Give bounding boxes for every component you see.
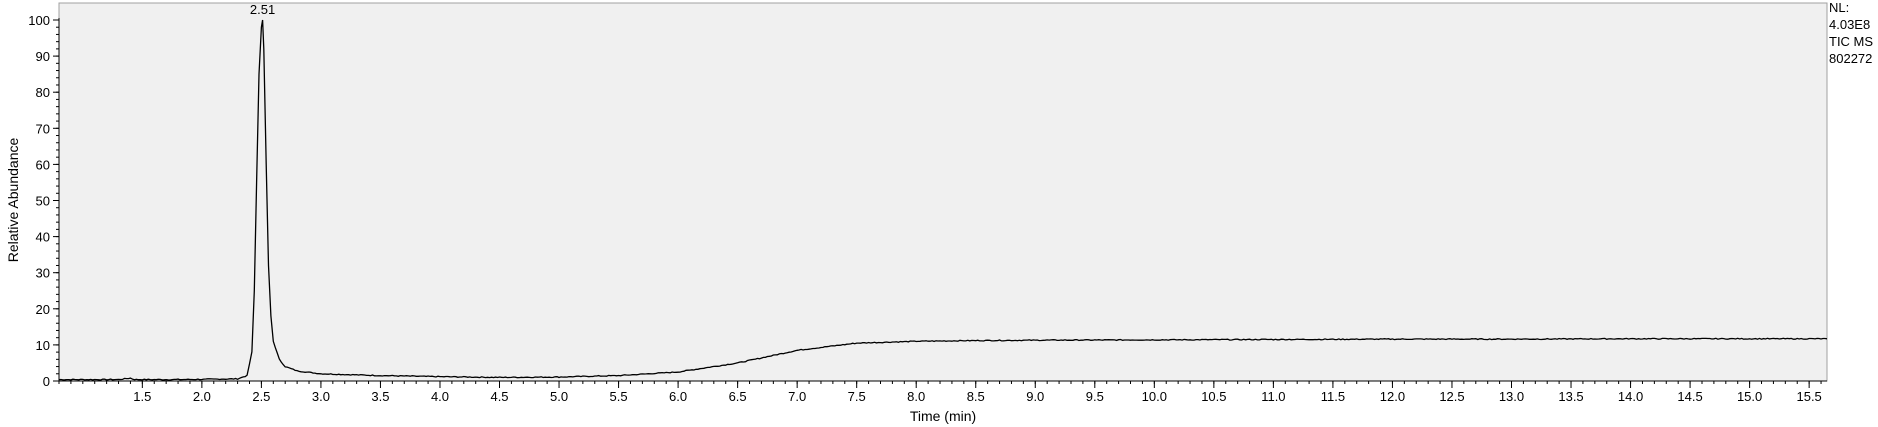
- info-line: NL:: [1829, 0, 1849, 15]
- y-tick-label: 60: [36, 157, 50, 172]
- x-tick-label: 8.5: [967, 389, 985, 404]
- x-tick-label: 6.5: [729, 389, 747, 404]
- info-block: NL: 4.03E8 TIC MS 802272: [1829, 0, 1873, 66]
- info-line: TIC MS: [1829, 34, 1873, 49]
- y-tick-label: 90: [36, 49, 50, 64]
- x-tick-label: 15.5: [1796, 389, 1821, 404]
- x-tick-label: 9.5: [1086, 389, 1104, 404]
- x-tick-label: 4.0: [431, 389, 449, 404]
- x-tick-label: 13.5: [1558, 389, 1583, 404]
- x-tick-label: 12.0: [1380, 389, 1405, 404]
- x-tick-label: 11.5: [1321, 389, 1345, 404]
- x-tick-label: 2.5: [252, 389, 270, 404]
- x-tick-label: 5.5: [610, 389, 628, 404]
- x-tick-label: 10.5: [1201, 389, 1226, 404]
- y-tick-label: 20: [36, 302, 50, 317]
- info-line: 802272: [1829, 51, 1872, 66]
- info-line: 4.03E8: [1829, 17, 1870, 32]
- tic-trace-line: [58, 19, 1828, 381]
- x-tick-label: 4.5: [490, 389, 508, 404]
- x-tick-label: 8.0: [907, 389, 925, 404]
- y-tick-label: 70: [36, 121, 50, 136]
- x-tick-label: 5.0: [550, 389, 568, 404]
- x-tick-label: 14.0: [1618, 389, 1643, 404]
- y-tick-label: 50: [36, 194, 50, 209]
- peak-label: 2.51: [250, 2, 275, 17]
- x-tick-label: 6.0: [669, 389, 687, 404]
- y-tick-label: 0: [43, 374, 50, 389]
- x-tick-label: 13.0: [1499, 389, 1524, 404]
- x-tick-label: 12.5: [1439, 389, 1464, 404]
- x-tick-label: 7.0: [788, 389, 806, 404]
- y-axis-title: Relative Abundance: [5, 138, 21, 263]
- x-axis-title: Time (min): [910, 408, 976, 424]
- y-tick-label: 10: [36, 338, 50, 353]
- x-tick-label: 3.0: [312, 389, 330, 404]
- y-tick-label: 100: [28, 13, 50, 28]
- x-tick-label: 1.5: [133, 389, 151, 404]
- x-tick-label: 11.0: [1261, 389, 1285, 404]
- x-tick-label: 3.5: [371, 389, 389, 404]
- x-tick-label: 9.0: [1026, 389, 1044, 404]
- y-tick-label: 30: [36, 266, 50, 281]
- y-tick-label: 40: [36, 230, 50, 245]
- x-tick-label: 10.0: [1142, 389, 1167, 404]
- y-axis: 0 10 20 30 40 50 60 70 80 90 100: [28, 13, 60, 389]
- y-tick-label: 80: [36, 85, 50, 100]
- x-tick-label: 7.5: [848, 389, 866, 404]
- x-axis: 1.5 2.0 2.5 3.0 3.5 4.0 4.5 5.0 5.5 6.0 6.5 7.0 7.5 8…: [58, 380, 1827, 404]
- x-tick-label: 14.5: [1677, 389, 1702, 404]
- x-tick-label: 2.0: [193, 389, 211, 404]
- plot-area: [58, 2, 1828, 382]
- x-tick-label: 15.0: [1737, 389, 1762, 404]
